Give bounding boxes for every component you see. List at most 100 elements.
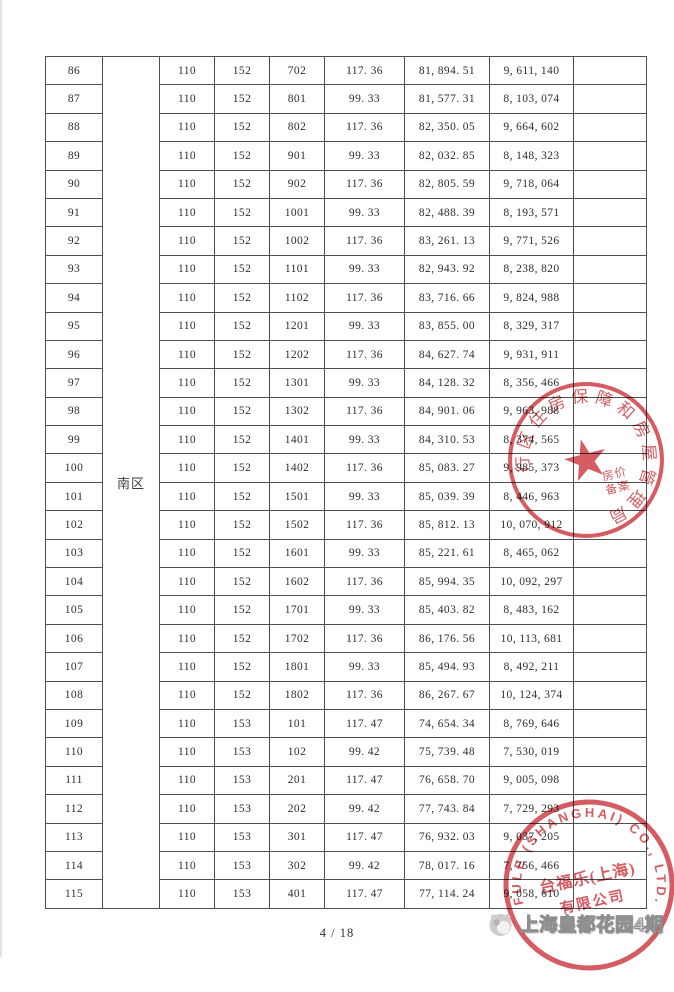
cell-remark — [573, 850, 647, 881]
cell-area: 99. 33 — [324, 311, 405, 341]
cell-area: 99. 33 — [324, 595, 405, 625]
cell-total-price: 10, 092, 297 — [489, 567, 574, 597]
cell-unit-price: 74, 654. 34 — [404, 708, 490, 739]
cell-building: 152 — [214, 339, 270, 370]
cell-unit-price: 85, 494. 93 — [404, 652, 490, 682]
table-row: 94 110 152 1102 117. 36 83, 716. 66 9, 824, 98… — [45, 283, 647, 313]
cell-building: 152 — [214, 84, 270, 114]
cell-area: 117. 47 — [324, 765, 405, 796]
cell-index: 94 — [45, 283, 103, 313]
cell-room: 1701 — [269, 595, 325, 625]
cell-area: 117. 36 — [324, 623, 405, 654]
cell-total-price: 9, 058, 610 — [489, 879, 574, 909]
cell-unit-price: 85, 812. 13 — [404, 510, 490, 540]
cell-unit-price: 83, 716. 66 — [404, 283, 490, 313]
cell-room: 401 — [269, 879, 325, 909]
cell-unit-price: 82, 943. 92 — [404, 254, 490, 285]
cell-total-price: 8, 193, 571 — [489, 197, 574, 228]
cell-index: 112 — [45, 794, 103, 824]
cell-building: 152 — [214, 510, 270, 540]
cell-room: 1002 — [269, 226, 325, 256]
cell-lane: 110 — [159, 879, 215, 909]
cell-building: 152 — [214, 311, 270, 341]
cell-building: 153 — [214, 822, 270, 852]
table-row: 101 110 152 1501 99. 33 85, 039. 39 8, 446, 96… — [45, 481, 647, 512]
cell-total-price: 10, 124, 374 — [489, 680, 574, 710]
cell-area: 117. 36 — [324, 510, 405, 540]
cell-remark — [573, 197, 647, 228]
cell-index: 91 — [45, 197, 103, 228]
cell-unit-price: 83, 261. 13 — [404, 226, 490, 256]
cell-area: 117. 36 — [324, 680, 405, 710]
cell-total-price: 8, 103, 074 — [489, 84, 574, 114]
cell-area: 117. 36 — [324, 339, 405, 370]
cell-room: 702 — [269, 55, 325, 86]
table-row: 92 110 152 1002 117. 36 83, 261. 13 9, 771, 52… — [45, 226, 647, 256]
cell-index: 109 — [45, 708, 103, 739]
cell-unit-price: 81, 577. 31 — [404, 84, 490, 114]
cell-lane: 110 — [159, 396, 215, 427]
cell-total-price: 8, 238, 820 — [489, 254, 574, 285]
cell-total-price: 9, 771, 526 — [489, 226, 574, 256]
cell-index: 111 — [45, 765, 103, 796]
cell-area: 117. 36 — [324, 169, 405, 199]
cell-room: 1602 — [269, 567, 325, 597]
cell-room: 302 — [269, 850, 325, 881]
table-row: 104 110 152 1602 117. 36 85, 994. 35 10, 092, … — [45, 567, 647, 597]
cell-building: 153 — [214, 794, 270, 824]
cell-index: 96 — [45, 339, 103, 370]
cell-room: 201 — [269, 765, 325, 796]
watermark-logo-icon — [489, 913, 512, 936]
cell-area: 117. 36 — [324, 226, 405, 256]
cell-lane: 110 — [159, 680, 215, 710]
cell-room: 1101 — [269, 254, 325, 285]
cell-room: 901 — [269, 141, 325, 171]
cell-area: 99. 33 — [324, 84, 405, 114]
cell-remark — [573, 112, 647, 143]
cell-unit-price: 85, 039. 39 — [404, 481, 490, 512]
table-row: 110 110 153 102 99. 42 75, 739. 48 7, 530, 019 — [45, 737, 647, 767]
table-row: 106 110 152 1702 117. 36 86, 176. 56 10, 113, … — [45, 623, 647, 654]
cell-building: 152 — [214, 623, 270, 654]
cell-area: 99. 33 — [324, 141, 405, 171]
cell-area: 99. 33 — [324, 481, 405, 512]
cell-total-price: 8, 492, 211 — [489, 652, 574, 682]
cell-lane: 110 — [159, 794, 215, 824]
table-row: 93 110 152 1101 99. 33 82, 943. 92 8, 238, 820 — [45, 254, 647, 285]
cell-room: 1401 — [269, 425, 325, 455]
cell-area: 117. 36 — [324, 453, 405, 483]
price-table-body: 86 南区 110 152 702 117. 36 81, 894. 51 9, 611, 1… — [45, 55, 647, 909]
cell-unit-price: 82, 488. 39 — [404, 197, 490, 228]
cell-index: 110 — [45, 737, 103, 767]
cell-index: 88 — [45, 112, 103, 143]
table-row: 96 110 152 1202 117. 36 84, 627. 74 9, 931, 91… — [45, 339, 647, 370]
cell-remark — [573, 510, 647, 540]
cell-area: 117. 47 — [324, 708, 405, 739]
cell-total-price: 8, 356, 466 — [489, 368, 574, 398]
cell-unit-price: 82, 350. 05 — [404, 112, 490, 143]
cell-unit-price: 84, 901. 06 — [404, 396, 490, 427]
cell-room: 1202 — [269, 339, 325, 370]
cell-index: 102 — [45, 510, 103, 540]
cell-building: 152 — [214, 55, 270, 86]
cell-unit-price: 85, 221. 61 — [404, 538, 490, 569]
cell-area: 99. 33 — [324, 368, 405, 398]
cell-index: 90 — [45, 169, 103, 199]
cell-remark — [573, 822, 647, 852]
cell-building: 152 — [214, 481, 270, 512]
cell-room: 1801 — [269, 652, 325, 682]
cell-index: 93 — [45, 254, 103, 285]
cell-index: 106 — [45, 623, 103, 654]
cell-lane: 110 — [159, 453, 215, 483]
cell-remark — [573, 623, 647, 654]
cell-lane: 110 — [159, 652, 215, 682]
cell-room: 1702 — [269, 623, 325, 654]
cell-area: 99. 42 — [324, 850, 405, 881]
cell-lane: 110 — [159, 112, 215, 143]
cell-zone: 南区 — [102, 56, 160, 909]
cell-room: 1802 — [269, 680, 325, 710]
cell-unit-price: 76, 932. 03 — [404, 822, 490, 852]
cell-remark — [573, 55, 647, 86]
cell-lane: 110 — [159, 169, 215, 199]
cell-remark — [573, 169, 647, 199]
